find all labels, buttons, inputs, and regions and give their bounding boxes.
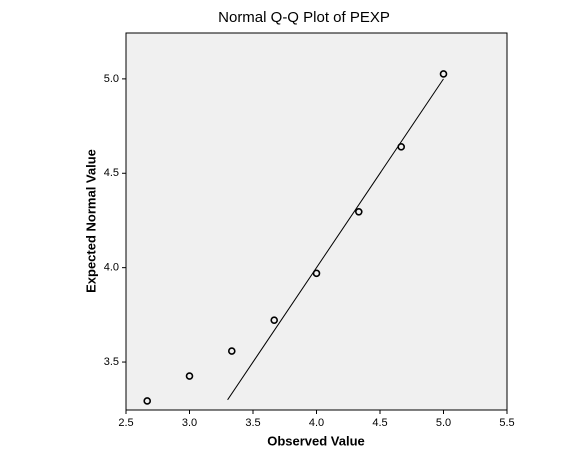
y-tick-label: 5.0 [104, 73, 119, 85]
x-tick-label: 3.0 [182, 417, 197, 429]
y-tick-label: 4.5 [104, 167, 119, 179]
x-tick-label: 2.5 [118, 417, 133, 429]
x-tick-label: 5.0 [436, 417, 451, 429]
x-tick-label: 4.0 [309, 417, 324, 429]
point [185, 372, 194, 380]
plot-area [125, 32, 508, 411]
point [354, 207, 363, 216]
y-tick-label: 3.5 [104, 356, 119, 368]
point [397, 143, 406, 151]
point [439, 70, 448, 78]
point [143, 397, 152, 405]
point [270, 316, 279, 324]
reference-line [227, 78, 444, 401]
chart-title: Normal Q-Q Plot of PEXP [218, 9, 390, 26]
y-axis-title: Expected Normal Value [83, 149, 98, 293]
point [227, 347, 236, 355]
x-tick-label: 3.5 [245, 417, 260, 429]
x-tick-label: 5.5 [499, 417, 514, 429]
y-tick-label: 4.0 [104, 262, 119, 274]
x-axis-title: Observed Value [267, 433, 365, 448]
x-tick-label: 4.5 [372, 417, 387, 429]
point [312, 269, 321, 278]
